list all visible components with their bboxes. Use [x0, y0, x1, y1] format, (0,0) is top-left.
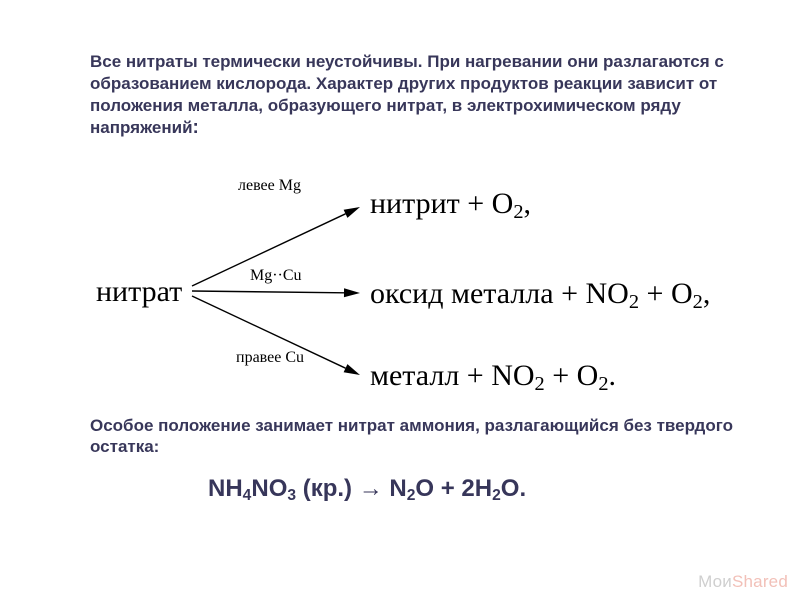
slide-root: Все нитраты термически неустойчивы. При …: [0, 0, 800, 600]
footnote-paragraph: Особое положение занимает нитрат аммония…: [90, 415, 748, 459]
watermark-left: Мои: [698, 572, 732, 591]
decomposition-scheme: нитрат левее Mgнитрит + O2,Mg··Cuоксид м…: [90, 153, 748, 405]
ammonium-nitrate-equation: NH4NO3 (кр.) → N2O + 2H2O.: [208, 475, 748, 505]
intro-colon: :: [193, 117, 199, 138]
watermark: МоиShared: [698, 572, 788, 592]
intro-paragraph: Все нитраты термически неустойчивы. При …: [90, 51, 748, 141]
branch-arrow-2: [90, 153, 790, 413]
intro-text: Все нитраты термически неустойчивы. При …: [90, 52, 724, 137]
watermark-right: Shared: [732, 572, 788, 591]
